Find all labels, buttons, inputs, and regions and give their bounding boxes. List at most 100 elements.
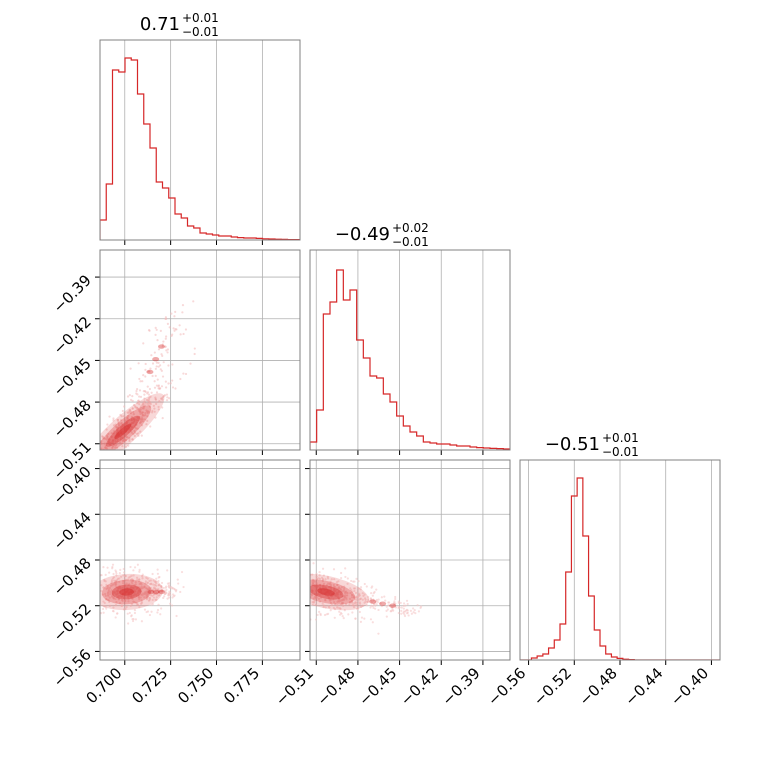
sample-point	[105, 453, 107, 455]
sample-point	[103, 601, 106, 605]
sample-point	[112, 432, 115, 435]
sample-point	[130, 428, 134, 431]
x-tick-label: −0.45	[355, 664, 400, 709]
sample-point	[414, 612, 417, 615]
sample-point	[397, 611, 400, 615]
sample-point	[305, 586, 307, 588]
sample-point	[385, 609, 388, 612]
sample-point	[342, 604, 345, 607]
sample-point	[116, 446, 119, 449]
sample-point	[346, 582, 349, 585]
sample-point	[329, 584, 332, 588]
sample-point	[375, 603, 378, 606]
sample-point	[350, 579, 353, 583]
sample-point	[157, 361, 160, 364]
sample-point	[303, 581, 305, 583]
sample-point	[182, 372, 185, 375]
sample-point	[166, 597, 169, 600]
sample-point	[139, 406, 142, 409]
sample-point	[284, 589, 286, 591]
y-tick-label: −0.56	[50, 646, 95, 691]
sample-point	[106, 598, 110, 602]
sample-point	[405, 599, 409, 602]
sample-point	[363, 593, 366, 596]
sample-point	[155, 365, 158, 368]
sample-point	[168, 596, 171, 599]
sample-point	[354, 591, 358, 594]
sample-point	[289, 576, 291, 578]
sample-point	[178, 324, 181, 327]
sample-point	[118, 424, 121, 427]
sample-point	[167, 586, 171, 589]
sample-point	[106, 454, 108, 456]
sample-point	[124, 578, 127, 581]
sample-point	[404, 604, 407, 607]
sample-point	[304, 600, 306, 602]
sample-point	[324, 578, 327, 581]
sample-point	[314, 585, 317, 588]
sample-point	[127, 597, 130, 600]
sample-point	[157, 576, 160, 579]
sample-point	[155, 598, 158, 602]
sample-point	[122, 425, 125, 428]
sample-point	[273, 576, 275, 578]
sample-point	[369, 618, 373, 621]
sample-point	[354, 617, 357, 620]
sample-point	[102, 611, 105, 614]
sample-point	[150, 391, 153, 394]
sample-point	[394, 597, 397, 601]
sample-point	[123, 405, 126, 408]
sample-point	[138, 415, 141, 419]
histogram-panel-1: −0.49 +0.02−0.01	[309, 221, 511, 455]
sample-point	[90, 596, 92, 598]
sample-point	[91, 592, 93, 594]
sample-point	[140, 583, 143, 586]
sample-point	[112, 610, 115, 613]
density-contour	[152, 589, 160, 595]
sample-point	[115, 612, 119, 615]
sample-point	[306, 608, 308, 610]
sample-point	[155, 391, 159, 394]
sample-point	[161, 406, 164, 409]
sample-point	[146, 410, 149, 413]
sample-point	[344, 603, 348, 606]
sample-point	[332, 598, 335, 601]
sample-point	[363, 617, 366, 620]
sample-point	[304, 608, 306, 610]
sample-point	[136, 427, 139, 430]
sample-point	[153, 580, 157, 583]
sample-point	[315, 575, 318, 578]
param-title-upper: +0.02	[392, 221, 429, 235]
sample-point	[318, 610, 321, 613]
sample-point	[296, 576, 298, 578]
sample-point	[166, 569, 169, 572]
sample-point	[271, 577, 273, 579]
sample-point	[295, 586, 297, 588]
sample-point	[98, 459, 100, 461]
sample-point	[97, 578, 99, 580]
sample-point	[111, 457, 113, 459]
sample-point	[397, 601, 400, 604]
sample-point	[117, 420, 120, 423]
sample-point	[142, 374, 145, 377]
y-tick-label: −0.39	[50, 271, 95, 316]
sample-point	[130, 410, 133, 413]
sample-point	[111, 565, 114, 569]
sample-point	[82, 584, 84, 586]
sample-point	[314, 618, 318, 621]
sample-point	[139, 380, 142, 383]
sample-point	[146, 392, 149, 395]
sample-point	[104, 452, 106, 454]
sample-point	[286, 576, 288, 578]
density-contour	[379, 601, 387, 606]
sample-point	[411, 607, 415, 610]
sample-point	[373, 590, 376, 594]
sample-point	[105, 453, 107, 455]
sample-point	[116, 440, 119, 443]
sample-point	[385, 615, 388, 618]
sample-point	[126, 612, 129, 615]
sample-point	[131, 617, 134, 621]
sample-point	[105, 607, 108, 610]
density-contour	[157, 589, 165, 595]
sample-point	[162, 361, 165, 364]
